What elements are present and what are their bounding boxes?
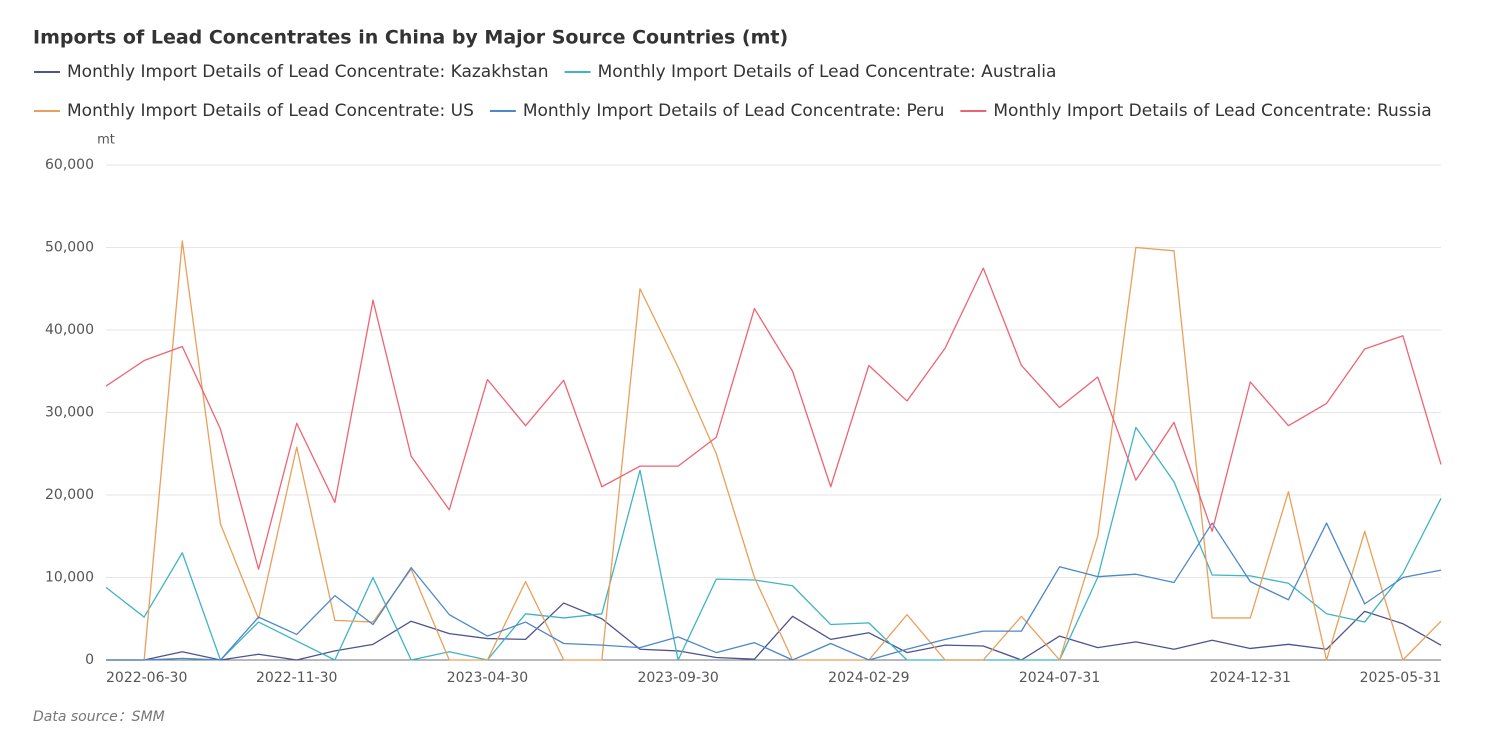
x-tick-label: 2025-05-31 (1360, 670, 1441, 686)
y-unit: mt (97, 133, 115, 148)
chart-title: Imports of Lead Concentrates in China by… (33, 27, 788, 49)
y-tick-label: 50,000 (45, 240, 94, 256)
x-tick-label: 2022-11-30 (256, 670, 337, 686)
y-tick-label: 20,000 (45, 487, 94, 503)
x-tick-label: 2023-04-30 (447, 670, 528, 686)
legend-label: Monthly Import Details of Lead Concentra… (993, 101, 1431, 121)
y-tick-label: 0 (85, 652, 94, 668)
y-tick-label: 40,000 (45, 322, 94, 338)
x-tick-label: 2024-12-31 (1210, 670, 1291, 686)
x-tick-label: 2024-07-31 (1019, 670, 1100, 686)
y-tick-label: 10,000 (45, 570, 94, 586)
series-line (105, 267, 1442, 570)
series-line (106, 522, 1442, 661)
legend-label: Monthly Import Details of Lead Concentra… (523, 101, 945, 121)
y-tick-label: 30,000 (45, 405, 94, 421)
y-tick-label: 60,000 (45, 157, 94, 173)
series-line (106, 240, 1442, 661)
series-line (106, 602, 1442, 661)
series-line (105, 426, 1442, 661)
x-tick-label: 2022-06-30 (106, 670, 187, 686)
legend-label: Monthly Import Details of Lead Concentra… (598, 62, 1057, 82)
x-tick-label: 2023-09-30 (637, 670, 718, 686)
legend-label: Monthly Import Details of Lead Concentra… (67, 62, 549, 82)
x-tick-label: 2024-02-29 (828, 670, 909, 686)
source-note: Data source：SMM (33, 709, 165, 725)
legend-label: Monthly Import Details of Lead Concentra… (67, 101, 474, 121)
